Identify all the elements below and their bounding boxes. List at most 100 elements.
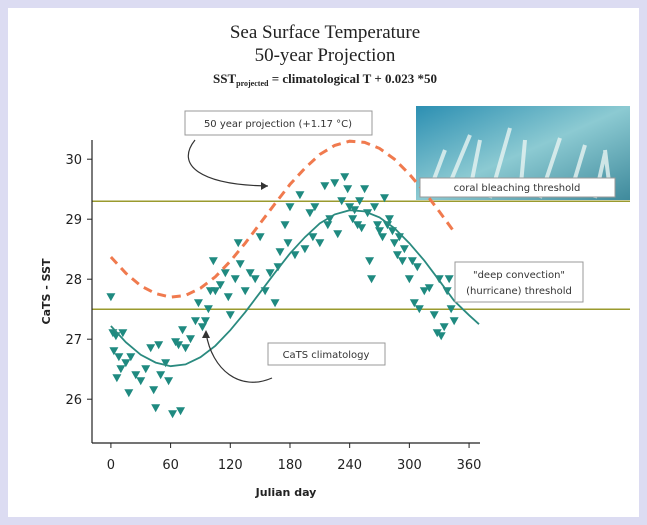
point [121, 359, 131, 368]
point [353, 221, 363, 230]
point [290, 251, 300, 260]
point [106, 293, 116, 302]
point [220, 269, 230, 278]
point [178, 326, 188, 335]
point [161, 359, 171, 368]
projection-curve [109, 139, 456, 299]
point [439, 323, 449, 332]
point [384, 215, 394, 224]
x-axis-label: Julian day [255, 486, 317, 499]
annotation-box [267, 342, 386, 366]
annotations: 50 year projection (+1.17 °C) coral blea… [184, 110, 616, 383]
point [164, 377, 174, 386]
y-tick-label: 26 [65, 393, 82, 408]
annotation-box [419, 177, 616, 198]
point [305, 209, 315, 218]
point [444, 275, 454, 284]
point [255, 233, 265, 242]
x-tick-label: 240 [337, 458, 362, 473]
y-tick-label: 29 [65, 213, 82, 228]
point [240, 287, 250, 296]
point [215, 281, 225, 290]
point [392, 251, 402, 260]
point [181, 344, 191, 353]
y-tick-label: 28 [65, 273, 82, 288]
point [250, 275, 260, 284]
y-tick-label: 27 [65, 333, 82, 348]
point [208, 257, 218, 266]
point [404, 275, 414, 284]
point [283, 239, 293, 248]
point [412, 263, 422, 272]
chart-subtitle: 50-year Projection [255, 45, 396, 66]
point [389, 239, 399, 248]
point [449, 317, 459, 326]
x-tick-label: 360 [457, 458, 482, 473]
x-tick-label: 0 [107, 458, 115, 473]
point [360, 185, 370, 194]
formula-base: SST [213, 71, 236, 86]
point [136, 377, 146, 386]
point [151, 404, 161, 413]
annotation: 50 year projection (+1.17 °C) [204, 119, 352, 130]
point [156, 371, 166, 380]
point [149, 386, 159, 395]
x-tick-label: 120 [218, 458, 243, 473]
point [432, 329, 442, 338]
formula-subscript: projected [236, 79, 269, 88]
point [378, 233, 388, 242]
point [116, 365, 126, 374]
x-tick-label: 300 [397, 458, 422, 473]
point [265, 269, 275, 278]
point [379, 194, 389, 203]
x-tick-label: 60 [162, 458, 179, 473]
y-axis-label: CaTS - SST [40, 258, 53, 324]
point [295, 191, 305, 200]
annotation-box [184, 110, 373, 136]
annotation: CaTS climatology [283, 350, 370, 361]
point [176, 407, 186, 416]
point [310, 203, 320, 212]
point [190, 317, 200, 326]
point [365, 257, 375, 266]
point [330, 179, 340, 188]
point [154, 341, 164, 350]
point [300, 245, 310, 254]
point [323, 221, 333, 230]
point [193, 299, 203, 308]
point [230, 275, 240, 284]
point [131, 371, 141, 380]
point [357, 224, 367, 233]
arrowhead [261, 182, 268, 190]
point [225, 311, 235, 320]
point [114, 353, 124, 362]
point [203, 305, 213, 314]
point [343, 185, 353, 194]
point [124, 389, 134, 398]
point [367, 275, 377, 284]
point [235, 260, 245, 269]
point [399, 245, 409, 254]
point [141, 365, 151, 374]
annotation-box [454, 261, 584, 303]
annotation: "deep convection" [473, 270, 565, 281]
point [315, 239, 325, 248]
point [382, 221, 392, 230]
point [109, 347, 119, 356]
point [185, 335, 195, 344]
point [436, 332, 446, 341]
point [340, 173, 350, 182]
point [348, 215, 358, 224]
point [373, 221, 383, 230]
point [210, 287, 220, 296]
climatology-curve [110, 209, 480, 368]
point [197, 323, 207, 332]
point [168, 410, 178, 419]
formula-rest: = climatological T + 0.023 *50 [268, 71, 437, 86]
y-tick-label: 30 [65, 153, 82, 168]
point [320, 182, 330, 191]
point [429, 311, 439, 320]
point [280, 221, 290, 230]
point [409, 299, 419, 308]
